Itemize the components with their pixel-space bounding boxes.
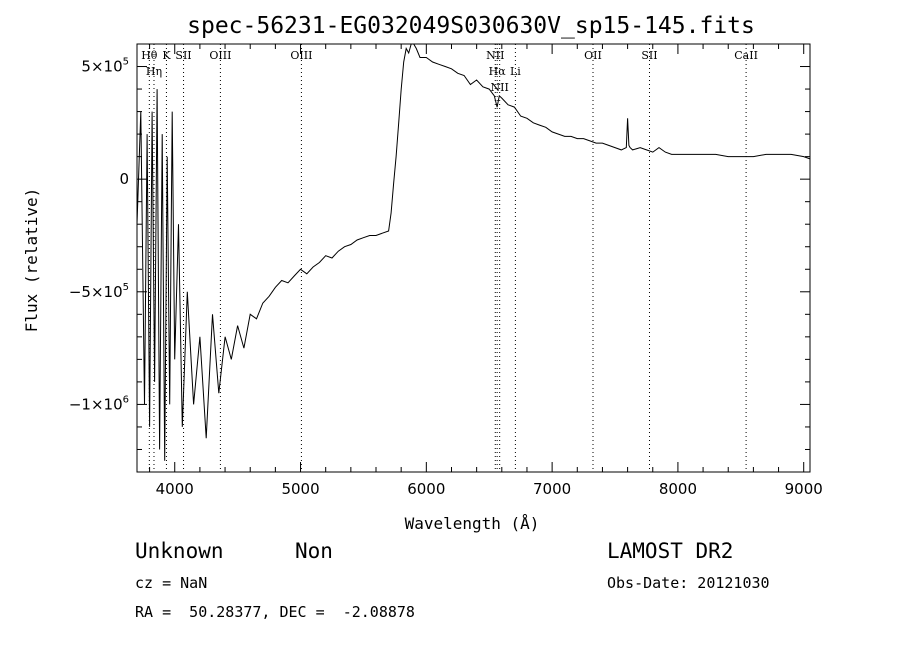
x-tick-label: 5000 [281,480,319,498]
spectral-line-label: NII [486,49,504,62]
chart-title: spec-56231-EG032049S030630V_sp15-145.fit… [187,13,755,39]
x-tick-label: 7000 [533,480,571,498]
y-tick-label: 5×105 [81,57,129,76]
spectral-line-label: OIII [290,49,312,62]
spectral-line-label: OII [584,49,602,62]
spectral-line-label: Hθ [141,49,158,62]
spectral-line-label: Hη [146,65,162,78]
x-tick-label: 6000 [407,480,445,498]
spectral-line-label: SII [175,49,191,62]
y-tick-label: −5×105 [69,282,129,301]
spectral-line-label: OIII [209,49,231,62]
x-tick-label: 9000 [785,480,823,498]
coordinates: RA = 50.28377, DEC = -2.08878 [135,603,415,621]
cz-value: cz = NaN [135,574,208,592]
obs-date: Obs-Date: 20121030 [607,574,770,592]
class-label: Unknown [135,539,224,563]
spectral-line-label: Hα [489,65,507,78]
spectral-line-label: SII [641,49,657,62]
x-tick-label: 4000 [156,480,194,498]
axis-ticks: 4000 5000 6000 7000 8000 9000 5×105 0 −5×105 −1×1… [69,43,823,498]
y-tick-label: −1×106 [69,394,129,413]
spectrum-series-line [136,43,811,461]
x-axis-label: Wavelength (Å) [405,514,540,533]
x-tick-label: 8000 [659,480,697,498]
spectral-line-label: CaII [734,49,758,62]
spectral-line-label: K [162,49,171,62]
survey-label: LAMOST DR2 [607,539,734,563]
plot-frame [136,43,811,473]
subclass-label: Non [295,539,333,563]
y-tick-label: 0 [119,170,129,188]
spectral-line-label: NII [491,81,509,94]
y-axis-label: Flux (relative) [22,188,41,333]
spectral-line-label: Li [510,65,521,78]
